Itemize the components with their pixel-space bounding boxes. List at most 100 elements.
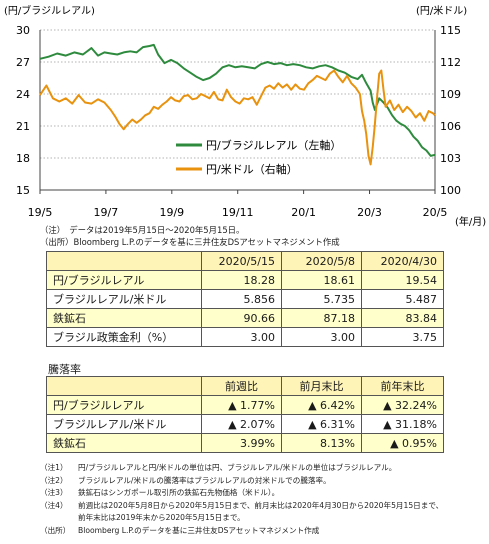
footnotes: （注1） 円/ブラジルレアルと円/米ドルの単位は円、ブラジルレアル/米ドルの単位は… (40, 462, 443, 538)
row-label: ブラジル政策金利（%） (46, 327, 202, 347)
chart-legend: 円/ブラジルレアル（左軸） 円/米ドル（右軸） (176, 138, 341, 176)
value-cell: 83.84 (361, 308, 444, 328)
footnote-key: （注2） (40, 475, 68, 485)
value-cell: 90.66 (201, 308, 282, 328)
left-y-tick-label: 24 (16, 88, 30, 101)
x-tick-label: 19/7 (94, 206, 119, 219)
value-cell: ▲ 6.31% (281, 414, 362, 434)
header-cell: 前週比 (201, 376, 282, 396)
row-label: 円/ブラジルレアル (46, 395, 202, 415)
price-table: 2020/5/15 2020/5/8 2020/4/30 円/ブラジルレアル 1… (46, 251, 444, 347)
x-tick-label: 20/5 (423, 206, 448, 219)
legend-label-brl: 円/ブラジルレアル（左軸） (206, 138, 341, 152)
left-y-tick-label: 18 (16, 152, 30, 165)
footnote-text: 前週比は2020年5月8日から2020年5月15日まで、前月末比は2020年4月… (78, 500, 444, 510)
left-y-tick-label: 21 (16, 120, 30, 133)
value-cell: 5.487 (361, 289, 444, 309)
left-y-tick-label: 27 (16, 56, 30, 69)
value-cell: ▲ 31.18% (361, 414, 444, 434)
footnote-key: （出所） (40, 525, 71, 535)
footnote: （注2） ブラジルレアル/米ドルの騰落率はブラジルレアルの対米ドルでの騰落率。 (40, 475, 443, 488)
header-cell: 2020/5/8 (281, 251, 362, 271)
x-tick-label: 20/1 (291, 206, 316, 219)
footnote: （注4） 前週比は2020年5月8日から2020年5月15日まで、前月末比は202… (40, 500, 443, 513)
change-table: 前週比 前月末比 前年末比 円/ブラジルレアル ▲ 1.77% ▲ 6.42% … (46, 376, 444, 453)
value-cell: ▲ 1.77% (201, 395, 282, 415)
change-section-label: 騰落率 (48, 363, 81, 376)
x-tick-label: 19/5 (28, 206, 53, 219)
row-label: 円/ブラジルレアル (46, 270, 202, 290)
row-label: ブラジルレアル/米ドル (46, 414, 202, 434)
value-cell: 3.00 (201, 327, 282, 347)
footnote-text: 前年末比は2019年末から2020年5月15日まで。 (78, 513, 245, 523)
header-cell: 2020/5/15 (201, 251, 282, 271)
x-tick-label: 19/11 (222, 206, 254, 219)
header-cell: 前年末比 (361, 376, 444, 396)
value-cell: ▲ 2.07% (201, 414, 282, 434)
table-row: 円/ブラジルレアル ▲ 1.77% ▲ 6.42% ▲ 32.24% (46, 395, 444, 415)
footnote-text: 鉄鉱石はシンガポール取引所の鉄鉱石先物価格（米ドル）。 (78, 488, 280, 498)
value-cell: 5.856 (201, 289, 282, 309)
legend-label-usd: 円/米ドル（右軸） (206, 162, 298, 176)
value-cell: ▲ 6.42% (281, 395, 362, 415)
right-y-tick-label: 100 (440, 184, 461, 197)
x-tick-label: 19/9 (159, 206, 184, 219)
value-cell: 3.00 (281, 327, 362, 347)
left-y-tick-label: 30 (16, 24, 30, 37)
footnote: （注3） 鉄鉱石はシンガポール取引所の鉄鉱石先物価格（米ドル）。 (40, 487, 443, 500)
table-row: ブラジルレアル/米ドル 5.856 5.735 5.487 (46, 289, 444, 309)
right-y-tick-label: 109 (440, 88, 461, 101)
value-cell: ▲ 32.24% (361, 395, 444, 415)
x-axis-unit: (年/月) (455, 215, 486, 228)
table-row: ブラジルレアル/米ドル ▲ 2.07% ▲ 6.31% ▲ 31.18% (46, 414, 444, 434)
value-cell: 8.13% (281, 433, 362, 453)
x-tick-label: 20/3 (357, 206, 382, 219)
footnote-text: Bloomberg L.P.のデータを基に三井住友DSアセットマネジメント作成 (78, 525, 320, 535)
header-cell (46, 376, 202, 396)
x-tick-labels: 19/5 19/7 19/9 19/11 20/1 20/3 20/5 (28, 206, 448, 219)
value-cell: ▲ 0.95% (361, 433, 444, 453)
series-layer (39, 43, 436, 166)
x-tick-marks (39, 190, 436, 194)
footnote: （出所） Bloomberg L.P.のデータを基に三井住友DSアセットマネジメン… (40, 525, 443, 538)
right-y-tick-label: 115 (440, 24, 461, 37)
header-cell: 前月末比 (281, 376, 362, 396)
footnote-key: （注1） (40, 463, 68, 472)
left-y-tick-label: 15 (16, 184, 30, 197)
footnote-key (40, 512, 78, 525)
chart-source-note: （出所）Bloomberg L.P.のデータを基に三井住友DSアセットマネジメン… (40, 237, 340, 247)
table-row: 鉄鉱石 3.99% 8.13% ▲ 0.95% (46, 433, 444, 453)
footnote-key: （注4） (40, 500, 68, 510)
row-label: 鉄鉱石 (46, 433, 202, 453)
left-axis-unit: (円/ブラジルレアル) (4, 4, 95, 17)
fx-line-chart: 15 18 21 24 27 30 100 103 106 109 112 115 19/5 19/7… (4, 4, 486, 228)
header-cell (46, 251, 202, 271)
footnote: 前年末比は2019年末から2020年5月15日まで。 (40, 512, 443, 525)
footnote: （注1） 円/ブラジルレアルと円/米ドルの単位は円、ブラジルレアル/米ドルの単位は… (40, 462, 443, 475)
footnote-text: ブラジルレアル/米ドルの騰落率はブラジルレアルの対米ドルでの騰落率。 (78, 475, 331, 485)
value-cell: 3.75 (361, 327, 444, 347)
data-period-note: （注） データは2019年5月15日～2020年5月15日。 (40, 225, 245, 235)
series-line-jpy-usd (39, 69, 436, 166)
header-cell: 2020/4/30 (361, 251, 444, 271)
change-table-header: 前週比 前月末比 前年末比 (46, 376, 444, 396)
left-tick-labels: 15 18 21 24 27 30 (16, 24, 30, 197)
table-row: 鉄鉱石 90.66 87.18 83.84 (46, 308, 444, 328)
right-tick-labels: 100 103 106 109 112 115 (440, 24, 461, 197)
table-row: 円/ブラジルレアル 18.28 18.61 19.54 (46, 270, 444, 290)
value-cell: 18.61 (281, 270, 362, 290)
value-cell: 18.28 (201, 270, 282, 290)
right-y-tick-label: 112 (440, 56, 461, 69)
row-label: ブラジルレアル/米ドル (46, 289, 202, 309)
value-cell: 19.54 (361, 270, 444, 290)
price-table-header: 2020/5/15 2020/5/8 2020/4/30 (46, 251, 444, 271)
right-axis-unit: (円/米ドル) (416, 4, 467, 17)
value-cell: 87.18 (281, 308, 362, 328)
table-row: ブラジル政策金利（%） 3.00 3.00 3.75 (46, 327, 444, 347)
row-label: 鉄鉱石 (46, 308, 202, 328)
value-cell: 3.99% (201, 433, 282, 453)
series-line-jpy-brl (39, 43, 436, 157)
value-cell: 5.735 (281, 289, 362, 309)
footnote-text: 円/ブラジルレアルと円/米ドルの単位は円、ブラジルレアル/米ドルの単位はブラジル… (78, 463, 397, 472)
right-y-tick-label: 103 (440, 152, 461, 165)
